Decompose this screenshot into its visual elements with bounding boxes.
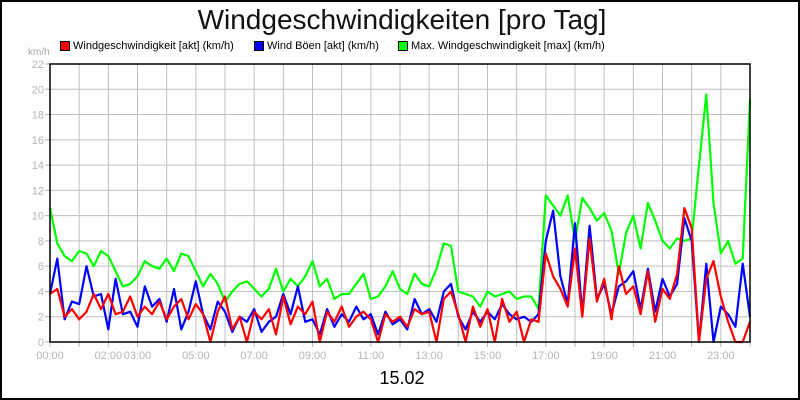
grid-lines [50,63,750,343]
svg-text:22: 22 [32,59,44,71]
svg-text:09:00: 09:00 [299,350,327,362]
x-axis-date-label: 15.02 [379,368,425,388]
svg-text:21:00: 21:00 [649,350,677,362]
legend-swatch-blue [254,41,264,51]
svg-text:19:00: 19:00 [590,350,618,362]
legend-item-gusts: Wind Böen [akt] (km/h) [254,40,379,52]
svg-text:14: 14 [32,160,44,172]
svg-text:2: 2 [38,312,44,324]
legend-label: Windgeschwindigkeit [akt] (km/h) [73,40,234,52]
legend-item-max-speed: Max. Windgeschwindigkeit [max] (km/h) [398,40,605,52]
plot-border [49,63,751,343]
svg-text:18: 18 [32,110,44,122]
legend-swatch-green [398,41,408,51]
svg-text:02:00: 02:00 [95,350,123,362]
svg-text:07:00: 07:00 [240,350,268,362]
svg-text:05:00: 05:00 [182,350,210,362]
svg-text:6: 6 [38,261,44,273]
y-axis-ticks: 0 2 4 6 8 10 12 14 16 18 20 22 [32,59,50,349]
svg-text:20: 20 [32,84,44,96]
svg-text:16: 16 [32,135,44,147]
svg-text:13:00: 13:00 [415,350,443,362]
svg-text:4: 4 [38,286,44,298]
y-axis-unit-label: km/h [28,47,50,58]
x-axis-ticks: 00:00 02:00 03:00 05:00 07:00 09:00 11:00 13:00… [36,342,751,362]
svg-text:8: 8 [38,236,44,248]
svg-text:12: 12 [32,185,44,197]
svg-text:23:00: 23:00 [707,350,735,362]
chart-title: Windgeschwindigkeiten [pro Tag] [197,4,607,35]
svg-text:03:00: 03:00 [124,350,152,362]
legend-swatch-red [60,41,70,51]
data-series [48,93,752,344]
legend-label: Wind Böen [akt] (km/h) [267,40,379,52]
svg-text:00:00: 00:00 [36,350,64,362]
legend-item-wind-speed: Windgeschwindigkeit [akt] (km/h) [60,40,234,52]
legend-label: Max. Windgeschwindigkeit [max] (km/h) [411,40,605,52]
svg-text:17:00: 17:00 [532,350,560,362]
svg-text:0: 0 [38,337,44,349]
svg-text:11:00: 11:00 [357,350,384,362]
svg-text:10: 10 [32,211,44,223]
svg-text:15:00: 15:00 [474,350,502,362]
